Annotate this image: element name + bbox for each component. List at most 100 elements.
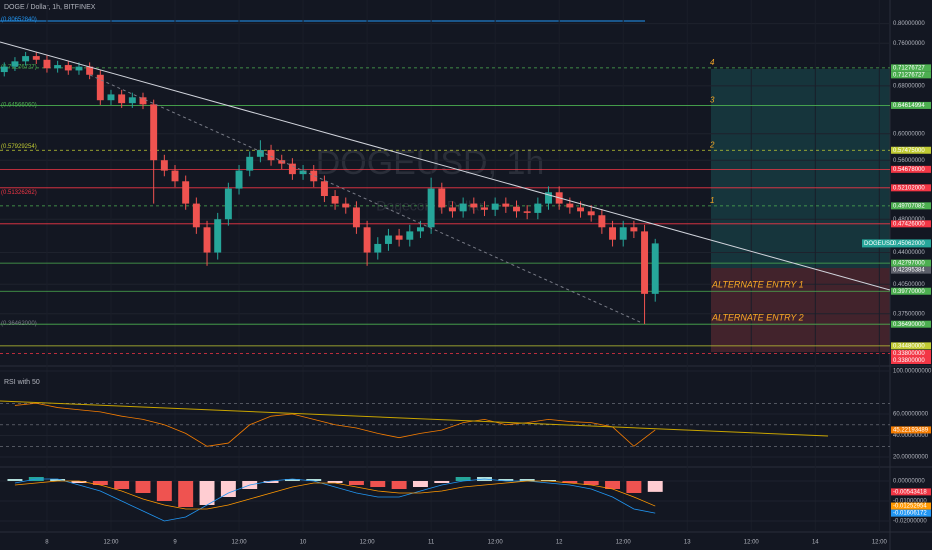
- macd-histogram-bar: [135, 481, 151, 493]
- candle-body: [150, 104, 158, 161]
- left-level-label: (0.80652840): [1, 17, 37, 23]
- x-tick-label: 14: [812, 540, 819, 546]
- level-label-box: [891, 320, 931, 328]
- macd-line: [14, 478, 656, 522]
- level-note: ALTERNATE ENTRY 1: [711, 280, 804, 290]
- macd-histogram-bar: [412, 481, 428, 487]
- candle-body: [107, 94, 115, 101]
- candle-body: [0, 66, 8, 73]
- candle-body: [224, 188, 232, 220]
- y-tick-label: 0.40500000: [893, 282, 925, 288]
- macd-histogram-bar: [284, 479, 300, 481]
- candle-body: [363, 227, 371, 253]
- y-tick-label: 0.60000000: [893, 131, 925, 137]
- macd-histogram-bar: [541, 480, 556, 481]
- y-tick-label: -0.01000000: [893, 499, 927, 505]
- rsi-title: RSI with 50: [4, 379, 40, 386]
- candle-body: [545, 192, 552, 204]
- candle-body: [438, 188, 446, 208]
- candle-body: [96, 74, 104, 101]
- candle-body: [609, 227, 617, 240]
- macd-histogram-bar: [626, 481, 642, 493]
- rsi-line: [14, 402, 656, 447]
- macd-histogram-bar: [434, 481, 450, 483]
- trend-line: [0, 41, 891, 291]
- level-label: 0.71276727: [893, 72, 925, 78]
- candle-body: [22, 56, 30, 62]
- macd-histogram-bar: [455, 477, 471, 481]
- level-label: 0.47426000: [893, 221, 925, 227]
- candle-body: [203, 227, 211, 253]
- level-label-box: [891, 259, 931, 267]
- candle-body: [171, 170, 179, 182]
- macd-histogram-bar: [156, 481, 172, 501]
- x-tick-label: 12:00: [360, 540, 376, 546]
- level-label-box: [891, 165, 931, 173]
- candle-body: [459, 203, 467, 212]
- y-tick-label: 0.56000000: [893, 158, 925, 164]
- macd-histogram-bar: [498, 479, 514, 481]
- candle-body: [641, 231, 649, 294]
- candle-body: [11, 61, 19, 67]
- candle-body: [86, 66, 94, 75]
- candle-body: [577, 207, 584, 212]
- candle-body: [342, 203, 350, 208]
- candle-body: [214, 219, 222, 253]
- candle-body: [267, 150, 275, 161]
- candle-body: [352, 207, 360, 228]
- x-tick-label: 12: [556, 540, 563, 546]
- candle-body: [75, 66, 83, 71]
- histogram-last-label: -0.00543418: [893, 489, 927, 495]
- y-tick-label: 0.68000000: [893, 83, 925, 89]
- y-tick-label: 0.37500000: [893, 311, 925, 317]
- level-label: 0.34480000: [893, 343, 925, 349]
- x-tick-label: 8: [45, 540, 49, 546]
- macd-histogram-bar: [92, 481, 108, 485]
- level-tag: 1: [710, 196, 714, 205]
- symbol-label: DOGEUSD: [864, 241, 895, 247]
- y-tick-label: 0.00000000: [893, 479, 925, 485]
- macd-histogram-bar: [519, 479, 535, 481]
- rsi-trend: [0, 400, 829, 437]
- candle-body: [288, 163, 296, 175]
- left-level-label: (0.36462000): [1, 321, 37, 327]
- candle-body: [256, 150, 264, 157]
- macd-histogram-bar: [605, 481, 621, 489]
- level-label-box: [891, 202, 931, 210]
- target-zone: [711, 69, 890, 268]
- candle-body: [182, 181, 190, 204]
- macd-histogram-bar: [583, 481, 599, 485]
- level-label-box: [891, 184, 931, 192]
- y-tick-label: 40.00000000: [893, 433, 929, 439]
- candle-body: [534, 203, 542, 213]
- level-label-box: [891, 350, 931, 358]
- level-label-box: [891, 101, 931, 109]
- candle-body: [449, 207, 456, 212]
- level-label: 0.57475000: [893, 148, 925, 154]
- x-tick-label: 12:00: [616, 540, 632, 546]
- level-label: 0.64614994: [893, 103, 925, 109]
- candle-body: [128, 97, 136, 104]
- candle-body: [246, 156, 254, 171]
- candle-body: [384, 235, 392, 244]
- level-label-box: [891, 146, 931, 154]
- level-label: 0.49707082: [893, 203, 925, 209]
- macd-histogram-bar: [50, 479, 66, 481]
- y-tick-label: 0.80000000: [893, 21, 925, 27]
- x-tick-label: 12:00: [232, 540, 248, 546]
- candle-body: [395, 235, 403, 240]
- level-label: 0.42395384: [893, 268, 925, 274]
- candle-body: [470, 203, 478, 208]
- macd-histogram-bar: [370, 481, 386, 487]
- chart-title: DOGE / Dollar, 1h, BITFINEX: [4, 4, 96, 11]
- level-label: 0.36490000: [893, 322, 925, 328]
- x-tick-label: 12:00: [488, 540, 504, 546]
- level-label-box: [891, 266, 931, 274]
- signal-last-label-box: [891, 502, 931, 510]
- y-tick-label: 0.48000000: [893, 217, 925, 223]
- x-tick-label: 10: [300, 540, 307, 546]
- candle-body: [491, 203, 499, 210]
- candle-body: [235, 170, 243, 189]
